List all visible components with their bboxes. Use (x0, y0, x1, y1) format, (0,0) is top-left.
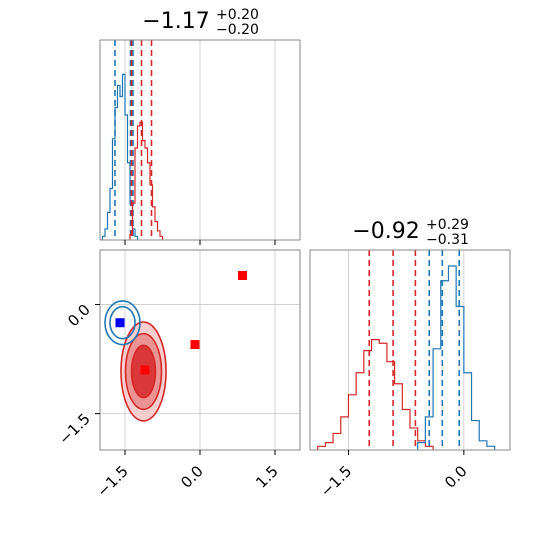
hist-p1-title-value: −0.92 (352, 219, 419, 244)
hist-p1-title-minus: −0.31 (426, 232, 469, 248)
hist-p1-x-tick-label-0: −1.5 (317, 462, 355, 500)
hist-p1-red (317, 339, 434, 450)
hist-p0-title-plus: +0.20 (216, 7, 259, 23)
marker-3 (238, 270, 247, 280)
blue-contour-0 (104, 300, 141, 346)
scatter-x-tick-label-0: −1.5 (93, 462, 131, 500)
hist-p0-title-value: −1.17 (142, 9, 209, 34)
marker-1 (140, 365, 150, 375)
hist-p1-title-plus: +0.29 (426, 217, 469, 233)
hist-p0-title-minus: −0.20 (216, 22, 259, 38)
blue-contour-1 (109, 305, 136, 340)
scatter-y-tick-label-1: −1.5 (55, 410, 93, 448)
frame-h1 (309, 249, 511, 451)
scatter-y-tick-label-0: 0.0 (64, 301, 94, 331)
scatter-x-tick-label-1: 0.0 (177, 462, 207, 492)
marker-0 (115, 318, 125, 328)
hist-p1-x-tick-label-1: 0.0 (441, 462, 471, 492)
marker-2 (190, 340, 200, 350)
hist-p0-red (129, 121, 164, 240)
hist-p1-blue (417, 265, 496, 450)
scatter-x-tick-label-2: 1.5 (252, 462, 282, 492)
